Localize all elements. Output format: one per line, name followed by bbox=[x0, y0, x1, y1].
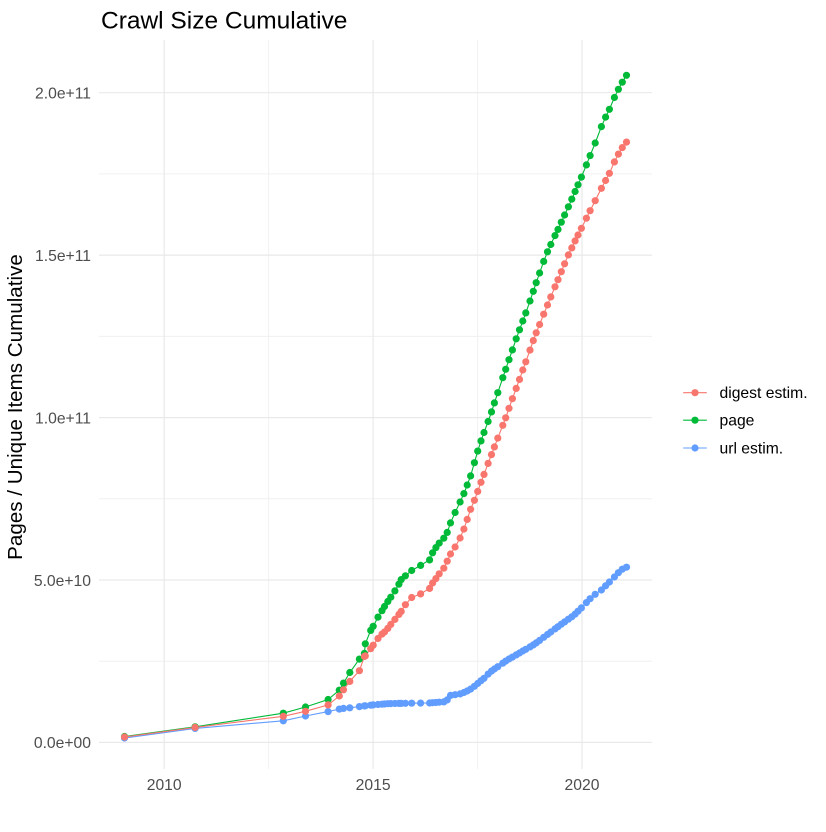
svg-text:5.0e+10: 5.0e+10 bbox=[34, 573, 91, 590]
svg-text:2.0e+11: 2.0e+11 bbox=[35, 86, 91, 103]
svg-text:1.5e+11: 1.5e+11 bbox=[35, 248, 91, 265]
svg-text:digest estim.: digest estim. bbox=[720, 385, 808, 402]
svg-text:Crawl Size Cumulative: Crawl Size Cumulative bbox=[101, 8, 347, 35]
svg-text:2015: 2015 bbox=[356, 777, 391, 794]
svg-text:0.0e+00: 0.0e+00 bbox=[34, 735, 91, 752]
svg-text:Pages / Unique Items Cumulativ: Pages / Unique Items Cumulative bbox=[4, 254, 27, 560]
svg-text:1.0e+11: 1.0e+11 bbox=[35, 410, 91, 427]
svg-text:page: page bbox=[720, 413, 755, 430]
svg-text:url estim.: url estim. bbox=[720, 440, 784, 457]
svg-text:2010: 2010 bbox=[147, 777, 182, 794]
svg-text:2020: 2020 bbox=[565, 777, 600, 794]
